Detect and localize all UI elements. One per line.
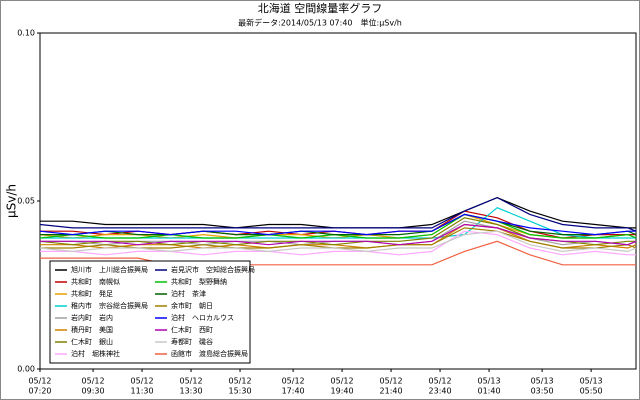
y-tick-label: 0.05	[17, 197, 35, 206]
chart-subtitle: 最新データ:2014/05/13 07:40 単位:μSv/h	[238, 18, 402, 28]
x-tick-time: 11:30	[131, 387, 154, 396]
x-tick-date: 05/12	[28, 377, 51, 386]
x-tick-date: 05/12	[180, 377, 203, 386]
series-line	[39, 213, 637, 239]
x-tick-time: 01:40	[478, 387, 501, 396]
legend-label: 共和町 南幌似	[71, 277, 120, 286]
x-tick-date: 05/12	[131, 377, 154, 386]
y-tick-label: 0.00	[17, 365, 35, 374]
legend-label: 泊村 ヘロカルウス	[171, 313, 234, 322]
legend-label: 仁木町 銀山	[71, 337, 113, 346]
x-tick-time: 19:40	[331, 387, 354, 396]
legend-label: 寿都町 磯谷	[171, 337, 213, 346]
x-tick-date: 05/13	[478, 377, 501, 386]
series-line	[39, 230, 637, 253]
x-tick-date: 05/13	[580, 377, 603, 386]
x-tick-date: 05/12	[82, 377, 105, 386]
x-tick-time: 13:30	[180, 387, 203, 396]
legend-label: 岩見沢市 空知総合振興局	[171, 265, 255, 274]
y-tick-label: 0.10	[17, 29, 35, 38]
series-line	[40, 223, 637, 246]
x-tick-date: 05/12	[429, 377, 452, 386]
legend-label: 仁木町 西町	[171, 325, 213, 334]
legend-label: 余市町 朝日	[171, 301, 213, 310]
legend-label: 共和町 梨野舞納	[171, 277, 227, 286]
legend-label: 旭川市 上川総合振興局	[71, 265, 148, 274]
legend-label: 泊村 堀株神社	[71, 349, 120, 358]
legend-label: 積丹町 美国	[71, 325, 113, 334]
x-tick-date: 05/12	[228, 377, 251, 386]
x-tick-time: 05:50	[580, 387, 603, 396]
x-tick-time: 15:30	[228, 387, 251, 396]
x-tick-date: 05/12	[380, 377, 403, 386]
series-line	[40, 230, 636, 256]
series-line	[39, 196, 637, 232]
series-line	[40, 240, 636, 266]
x-tick-time: 03:50	[531, 387, 554, 396]
x-tick-date: 05/13	[531, 377, 554, 386]
legend-box	[49, 260, 251, 364]
legend-label: 稚内市 宗谷総合振興局	[71, 301, 148, 310]
x-tick-date: 05/12	[331, 377, 354, 386]
x-tick-time: 21:40	[380, 387, 403, 396]
legend-label: 岩内町 岩内	[71, 313, 113, 322]
x-tick-time: 09:30	[82, 387, 105, 396]
x-tick-date: 05/12	[282, 377, 305, 386]
legend-label: 泊村 茶津	[171, 289, 206, 298]
series-line	[39, 213, 636, 236]
x-tick-time: 17:40	[282, 387, 305, 396]
chart-title: 北海道 空間線量率グラフ	[258, 1, 383, 15]
x-tick-time: 07:20	[28, 387, 51, 396]
series-line	[40, 213, 637, 236]
y-axis-title: μSv/h	[5, 184, 19, 218]
x-tick-time: 23:40	[429, 387, 452, 396]
legend-label: 共和町 発足	[71, 289, 113, 298]
legend-label: 函館市 渡島総合振興局	[171, 349, 248, 358]
